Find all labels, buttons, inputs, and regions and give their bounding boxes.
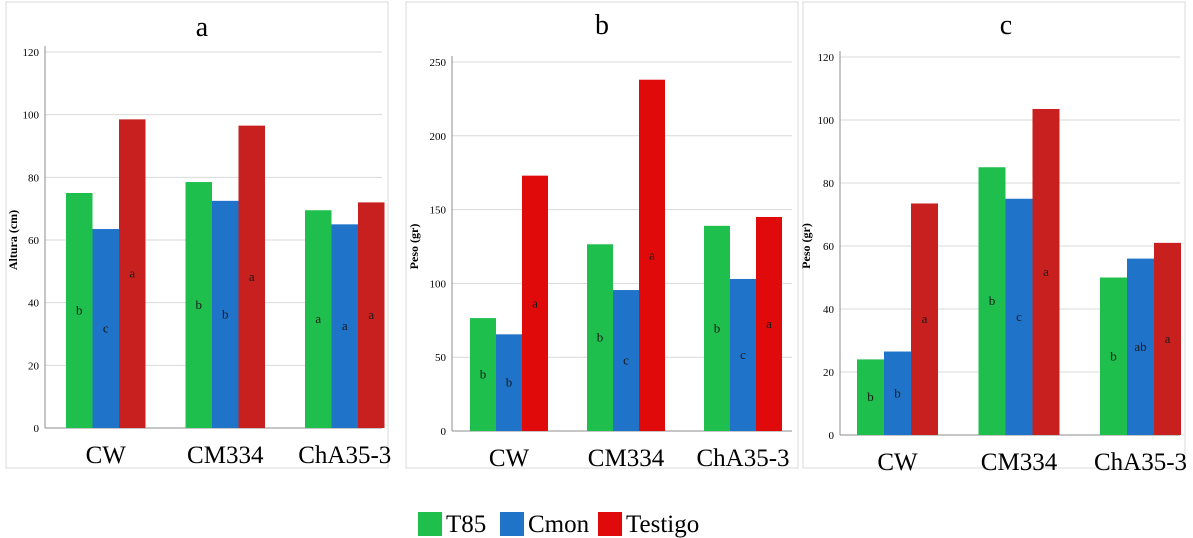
panel-b-bar-letter: a	[649, 247, 655, 262]
panel-c-bar-letter: c	[1016, 309, 1022, 324]
panel-c-y-tick: 80	[823, 178, 835, 190]
panel-c-y-tick: 120	[818, 52, 835, 64]
panel-a-y-tick: 100	[23, 110, 40, 122]
panel-a-bar-cmon-1	[212, 200, 239, 428]
panel-b-bar-testigo-0	[522, 175, 548, 431]
panel-b-category-label: ChA35-3	[696, 445, 789, 472]
panel-b-bar-cmon-2	[730, 278, 756, 431]
panel-c-bar-letter: a	[1043, 264, 1049, 279]
panel-a-bar-letter: a	[315, 311, 321, 326]
panel-b-y-tick: 50	[435, 352, 447, 364]
panel-b-bar-letter: b	[480, 367, 487, 382]
panel-c-y-tick: 0	[829, 430, 835, 442]
legend-swatch-testigo	[598, 512, 622, 536]
panel-b-y-tick: 250	[430, 57, 447, 69]
panel-b-bar-letter: b	[714, 320, 721, 335]
panel-c-bar-testigo-1	[1032, 108, 1060, 435]
panel-b-y-tick: 100	[430, 278, 447, 290]
panel-c-bar-letter: b	[894, 385, 901, 400]
panel-b-title: b	[595, 10, 609, 41]
panel-c-bar-letter: b	[867, 389, 874, 404]
panel-b-bar-letter: a	[766, 316, 772, 331]
panel-a-bar-testigo-2	[358, 202, 385, 428]
panel-a-bar-cmon-0	[92, 229, 119, 428]
panel-b-y-label: Peso (gr)	[407, 224, 421, 270]
panel-c-bar-letter: b	[1110, 348, 1117, 363]
panel-b-bar-t85-1	[587, 244, 613, 431]
panel-c-bar-testigo-0	[911, 203, 938, 435]
panel-a-bar-letter: a	[129, 266, 135, 281]
panel-a-bar-cmon-2	[331, 224, 358, 428]
panel-c-bar-testigo-2	[1154, 242, 1181, 435]
panel-a-bar-t85-1	[185, 182, 212, 428]
panel-c-bar-t85-1	[978, 167, 1006, 435]
panel-c-y-tick: 60	[823, 241, 835, 253]
panel-b-bar-letter: b	[597, 330, 604, 345]
panel-b-bar-testigo-1	[639, 79, 665, 431]
panel-c-bar-letter: a	[922, 311, 928, 326]
legend-label-t85: T85	[446, 511, 486, 538]
legend-swatch-cmon	[500, 512, 524, 536]
panel-a-category-label: CM334	[187, 442, 264, 469]
panel-c-y-tick: 20	[823, 367, 835, 379]
panel-a-y-tick: 60	[28, 235, 40, 247]
legend-label-cmon: Cmon	[528, 511, 590, 538]
panel-b-category-label: CM334	[588, 445, 665, 472]
panel-c-title: c	[1000, 10, 1012, 41]
panel-a-category-label: ChA35-3	[298, 442, 391, 469]
panel-b-y-tick: 0	[441, 426, 447, 438]
panel-a-bar-t85-0	[66, 193, 93, 428]
panel-a-y-tick: 80	[28, 172, 40, 184]
panel-c-y-tick: 100	[818, 115, 835, 127]
panel-c-bar-letter: b	[989, 293, 996, 308]
panel-b-bar-testigo-2	[756, 216, 782, 431]
legend-swatch-t85	[418, 512, 442, 536]
panel-b-bar-letter: b	[506, 375, 513, 390]
panel-a-title: a	[196, 12, 209, 43]
panel-a-category-label: CW	[86, 442, 127, 469]
legend: T85 Cmon Testigo	[418, 511, 699, 538]
panel-b-bar-t85-0	[470, 318, 496, 431]
panel-b-category-label: CW	[489, 445, 530, 472]
panel-b-y-tick: 200	[430, 131, 447, 143]
panel-a-y-tick: 40	[28, 298, 40, 310]
panel-b-bar-cmon-0	[496, 334, 522, 431]
panel-a-bar-testigo-1	[238, 125, 265, 428]
panel-c-bar-cmon-1	[1005, 198, 1033, 435]
panel-b-y-tick: 150	[430, 205, 447, 217]
panel-b-bar-t85-2	[704, 225, 730, 431]
panel-a-bar-letter: b	[196, 297, 203, 312]
panel-c-category-label: CM334	[981, 449, 1058, 476]
panel-b-bar-cmon-1	[613, 290, 639, 431]
panel-c-bar-t85-2	[1100, 277, 1127, 435]
panel-c-category-label: ChA35-3	[1094, 449, 1187, 476]
panel-b-bar-letter: c	[623, 353, 629, 368]
panel-a-y-tick: 120	[23, 47, 40, 59]
panel-a-y-tick: 0	[34, 423, 40, 435]
panel-a-bar-letter: b	[76, 303, 83, 318]
panel-c-bar-letter: a	[1165, 331, 1171, 346]
panel-a-y-label: Altura (cm)	[6, 210, 20, 270]
panel-c-bar-cmon-0	[884, 351, 911, 435]
panel-a-bar-letter: c	[103, 321, 109, 336]
panel-c-bar-letter: ab	[1134, 339, 1146, 354]
panel-a-bar-letter: a	[368, 307, 374, 322]
panel-a-y-tick: 20	[28, 360, 40, 372]
panel-c-y-tick: 40	[823, 304, 835, 316]
panel-c-category-label: CW	[877, 449, 918, 476]
panel-b-bar-letter: a	[532, 295, 538, 310]
panel-a-bar-letter: a	[249, 269, 255, 284]
panel-c-bar-t85-0	[857, 359, 884, 435]
legend-label-testigo: Testigo	[626, 511, 699, 538]
panel-b-bar-letter: c	[740, 347, 746, 362]
panel-a-bar-letter: a	[342, 318, 348, 333]
panel-c-y-label: Peso (gr)	[799, 223, 813, 269]
panel-c-bar-cmon-2	[1127, 258, 1154, 435]
panel-a-bar-letter: b	[222, 306, 229, 321]
panel-a-bar-t85-2	[305, 210, 332, 428]
panel-a-bar-testigo-0	[119, 119, 146, 428]
